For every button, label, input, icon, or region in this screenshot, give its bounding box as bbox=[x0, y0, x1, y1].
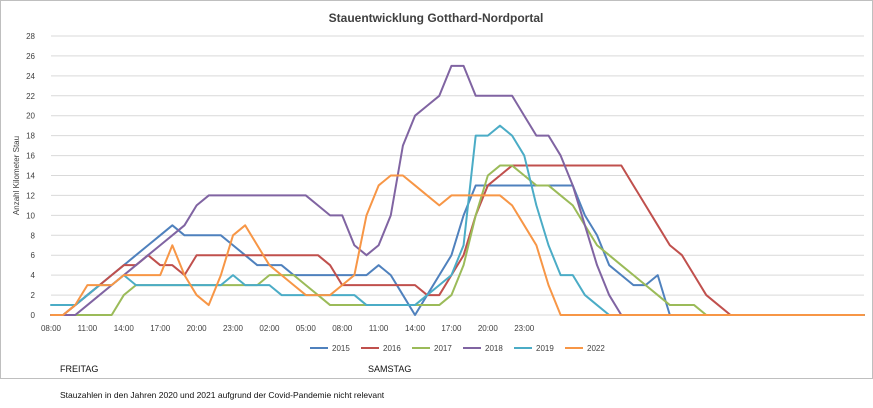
chart-title: Stauentwicklung Gotthard-Nordportal bbox=[329, 11, 544, 25]
chart-svg: Stauentwicklung Gotthard-Nordportal02468… bbox=[0, 0, 873, 379]
y-tick-label: 2 bbox=[31, 291, 36, 300]
legend-label-2019: 2019 bbox=[536, 344, 554, 353]
legend-label-2022: 2022 bbox=[587, 344, 605, 353]
x-tick-label: 14:00 bbox=[405, 324, 426, 333]
y-tick-label: 4 bbox=[31, 271, 36, 280]
day-label-friday: FREITAG bbox=[60, 364, 99, 374]
series-line-2019 bbox=[50, 124, 865, 316]
series-line-2022 bbox=[50, 174, 865, 316]
y-tick-label: 20 bbox=[26, 112, 35, 121]
y-tick-label: 14 bbox=[26, 172, 35, 181]
x-tick-label: 14:00 bbox=[114, 324, 135, 333]
y-tick-label: 26 bbox=[26, 52, 35, 61]
y-tick-label: 18 bbox=[26, 132, 35, 141]
chart-border bbox=[0, 0, 873, 379]
x-tick-label: 20:00 bbox=[187, 324, 208, 333]
x-tick-label: 02:00 bbox=[259, 324, 280, 333]
y-tick-label: 0 bbox=[31, 311, 36, 320]
y-tick-label: 24 bbox=[26, 72, 35, 81]
x-tick-label: 05:00 bbox=[296, 324, 317, 333]
y-tick-label: 22 bbox=[26, 92, 35, 101]
x-tick-label: 17:00 bbox=[150, 324, 171, 333]
day-label-saturday: SAMSTAG bbox=[368, 364, 412, 374]
y-tick-label: 28 bbox=[26, 32, 35, 41]
x-tick-label: 23:00 bbox=[514, 324, 535, 333]
series-line-2017 bbox=[50, 164, 865, 316]
y-axis-label: Anzahl Kilometer Stau bbox=[12, 136, 21, 215]
x-tick-label: 17:00 bbox=[441, 324, 462, 333]
x-tick-label: 23:00 bbox=[223, 324, 244, 333]
y-tick-label: 6 bbox=[31, 251, 36, 260]
series-line-2016 bbox=[50, 164, 865, 316]
legend-label-2017: 2017 bbox=[434, 344, 452, 353]
footnote: Stauzahlen in den Jahren 2020 und 2021 a… bbox=[60, 390, 385, 400]
x-tick-label: 11:00 bbox=[78, 324, 98, 333]
legend-label-2018: 2018 bbox=[485, 344, 503, 353]
legend-label-2016: 2016 bbox=[383, 344, 401, 353]
legend-label-2015: 2015 bbox=[332, 344, 350, 353]
y-tick-label: 10 bbox=[26, 211, 35, 220]
x-tick-label: 08:00 bbox=[332, 324, 353, 333]
y-tick-label: 16 bbox=[26, 152, 35, 161]
y-tick-label: 12 bbox=[26, 191, 35, 200]
y-tick-label: 8 bbox=[31, 231, 36, 240]
x-tick-label: 11:00 bbox=[369, 324, 389, 333]
x-tick-label: 08:00 bbox=[41, 324, 62, 333]
x-tick-label: 20:00 bbox=[478, 324, 499, 333]
